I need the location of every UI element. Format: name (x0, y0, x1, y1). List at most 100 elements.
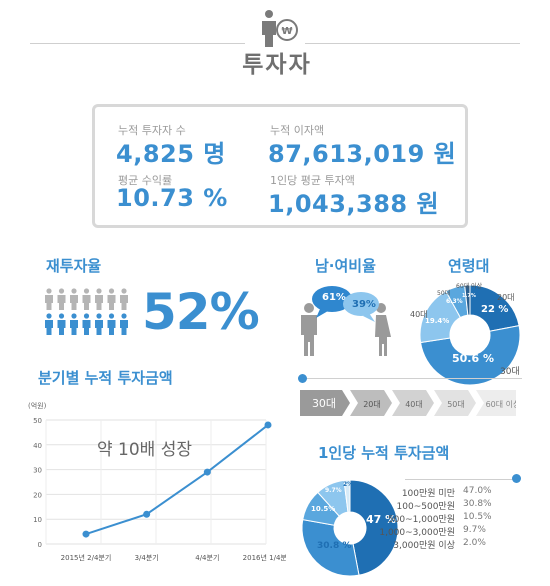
legend-value: 10.5% (463, 512, 492, 522)
age-value-30s: 50.6 % (452, 352, 494, 365)
pp-slice-105: 10.5% (311, 505, 336, 513)
total-interest-value: 87,613,019 원 (268, 140, 457, 168)
reinvest-value: 52% (142, 283, 260, 341)
age-bar-line (302, 378, 522, 379)
pp-slice-2: 2% (343, 481, 354, 488)
legend-value: 30.8% (463, 499, 492, 509)
age-rank-bar: 30대 20대 40대 50대 60대 이상 (300, 390, 516, 416)
per-person-line (405, 479, 517, 480)
pp-slice-47: 47 % (366, 513, 397, 526)
total-investors-label: 누적 투자자 수 (118, 124, 186, 137)
person-icon (107, 313, 116, 335)
age-value-20s: 22 % (481, 304, 509, 315)
y-tick-label: 50 (33, 417, 42, 425)
avg-return-label: 평균 수익률 (118, 174, 173, 187)
age-rank-segment: 20대 (350, 390, 392, 416)
legend-value: 47.0% (463, 486, 492, 496)
person-icon (57, 288, 66, 310)
legend-label: 100~500만원 (396, 502, 455, 512)
stats-box (92, 104, 468, 228)
y-axis-label: (억원) (28, 401, 47, 410)
age-rank-segment: 50대 (434, 390, 476, 416)
male-ratio: 61% (322, 292, 346, 303)
avg-investment-label: 1인당 평균 투자액 (270, 174, 355, 187)
data-point (82, 530, 90, 538)
per-person-title: 1인당 누적 투자금액 (318, 444, 450, 462)
x-tick-label: 2016년 1/4분기 (243, 553, 286, 562)
svg-text:₩: ₩ (281, 26, 292, 37)
person-icon (120, 288, 128, 310)
gender-title: 남·여비율 (315, 257, 376, 275)
legend-label: 1,000~3,000만원 (379, 528, 455, 538)
person-icon (70, 288, 78, 310)
avg-return-value: 10.73 % (116, 184, 228, 212)
age-rank-segment: 60대 이상 (476, 390, 516, 416)
male-icon (301, 303, 317, 356)
avg-investment-value: 1,043,388 원 (268, 190, 440, 218)
person-icon (95, 313, 103, 335)
page-title: 투자자 (242, 52, 312, 78)
x-tick-label: 4/4분기 (195, 553, 219, 562)
age-label-20s: 20대 (497, 293, 515, 302)
age-rank-label: 20대 (363, 400, 381, 409)
line-chart-title: 분기별 누적 투자금액 (38, 369, 173, 387)
age-value-40s: 19.4% (425, 317, 450, 325)
person-icon (70, 313, 78, 335)
age-rank-label: 40대 (405, 400, 423, 409)
pie-slice-1m-5m (301, 519, 360, 577)
age-label-40s: 40대 (410, 310, 428, 319)
age-rank-label: 30대 (312, 397, 336, 410)
age-rank-label: 60대 이상 (486, 399, 516, 409)
pp-slice-97: 9.7% (325, 487, 342, 494)
person-icon (82, 288, 91, 310)
per-person-donut-chart (301, 479, 399, 577)
person-icon (82, 313, 91, 335)
y-tick-label: 30 (33, 467, 42, 475)
total-investors-value: 4,825 명 (116, 140, 226, 168)
pie-slice-30s (419, 325, 521, 386)
age-rank-segment: 40대 (392, 390, 434, 416)
reinvest-people-icons (45, 288, 128, 335)
age-rank-segment: 30대 (300, 390, 350, 416)
person-icon (120, 313, 128, 335)
age-donut-chart (419, 284, 521, 386)
age-title: 연령대 (448, 257, 490, 275)
person-icon (45, 313, 53, 335)
data-point (203, 468, 211, 476)
pp-slice-308: 30.8 % (317, 541, 352, 551)
reinvest-title: 재투자율 (46, 257, 102, 275)
person-icon (45, 288, 53, 310)
pie-slice-over-30m (343, 479, 351, 513)
age-label-30s: 30대 (500, 367, 520, 377)
x-tick-label: 3/4분기 (135, 553, 159, 562)
age-rank-label: 50대 (447, 400, 465, 409)
data-point (264, 421, 272, 429)
age-label-60s: 60대 이상 (456, 283, 483, 290)
legend-value: 2.0% (463, 538, 486, 548)
y-tick-label: 40 (33, 442, 42, 450)
age-label-50s: 50대 (437, 290, 451, 297)
legend-label: 500~1,000만원 (387, 515, 455, 525)
y-tick-label: 20 (33, 491, 42, 499)
male-bubble (312, 286, 352, 318)
age-value-50s: 6.3% (446, 298, 463, 305)
pie-slice-60s (464, 284, 471, 316)
person-icon (57, 313, 66, 335)
quarterly-line-chart: (억원) 0 10 20 30 40 50 2015년 2/4분기 3/4분기 4/4분기 2016… (28, 401, 286, 562)
female-bubble (343, 292, 379, 322)
person-icon (95, 288, 103, 310)
legend-value: 9.7% (463, 525, 486, 535)
header-line-right (305, 43, 520, 44)
series-line (85, 424, 269, 536)
y-tick-label: 10 (33, 516, 42, 524)
legend-label: 100만원 미만 (401, 489, 455, 499)
y-tick-label: 0 (38, 541, 42, 549)
female-ratio: 39% (352, 299, 376, 310)
header-line-left (30, 43, 245, 44)
per-person-dot (512, 474, 521, 483)
x-tick-label: 2015년 2/4분기 (61, 553, 112, 562)
age-value-60s: 1.7% (462, 293, 476, 299)
line-chart-annotation: 약 10배 성장 (97, 435, 192, 460)
investor-icon: ₩ (262, 10, 298, 47)
pie-slice-under-1m (349, 479, 399, 576)
